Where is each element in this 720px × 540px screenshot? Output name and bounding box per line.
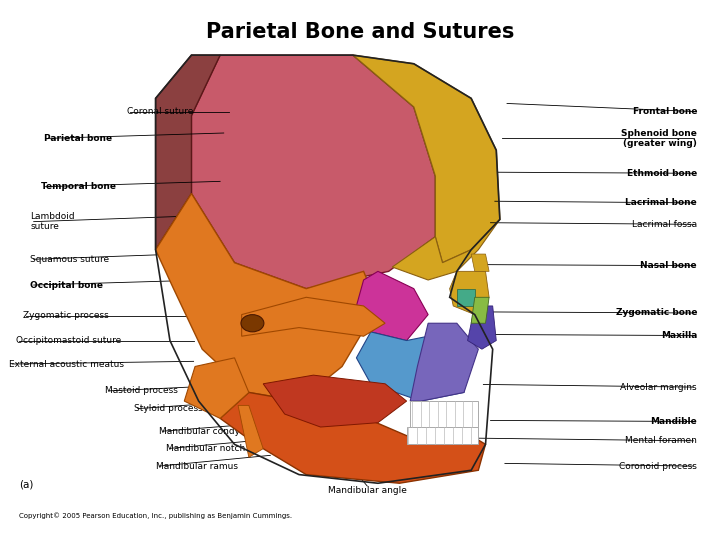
- Text: Zygomatic process: Zygomatic process: [23, 311, 109, 320]
- Text: Maxilla: Maxilla: [661, 331, 697, 340]
- Text: Mandible: Mandible: [650, 417, 697, 426]
- Text: Coronal suture: Coronal suture: [127, 107, 193, 116]
- Polygon shape: [410, 401, 478, 427]
- Text: Frontal bone: Frontal bone: [633, 107, 697, 116]
- Polygon shape: [410, 323, 478, 401]
- Polygon shape: [392, 219, 500, 280]
- Text: Zygomatic bone: Zygomatic bone: [616, 308, 697, 318]
- Circle shape: [241, 315, 264, 332]
- Text: Occipitomastoid suture: Occipitomastoid suture: [16, 336, 121, 346]
- Polygon shape: [450, 271, 489, 315]
- Polygon shape: [407, 427, 478, 444]
- Polygon shape: [353, 55, 500, 262]
- Text: Copyright© 2005 Pearson Education, Inc., publishing as Benjamin Cummings.: Copyright© 2005 Pearson Education, Inc.,…: [19, 512, 292, 519]
- Text: Mastoid process: Mastoid process: [105, 387, 179, 395]
- Text: Temporal bone: Temporal bone: [41, 182, 116, 191]
- Text: Sphenoid bone
(greater wing): Sphenoid bone (greater wing): [621, 129, 697, 148]
- Text: Squamous suture: Squamous suture: [30, 255, 109, 264]
- Text: Parietal bone: Parietal bone: [45, 134, 112, 143]
- Polygon shape: [238, 406, 264, 457]
- Text: Ethmoid bone: Ethmoid bone: [627, 169, 697, 178]
- Text: Styloid process: Styloid process: [134, 404, 203, 413]
- Polygon shape: [467, 306, 496, 349]
- Text: Mandibular condyle: Mandibular condyle: [159, 427, 248, 436]
- Polygon shape: [471, 298, 489, 323]
- Polygon shape: [156, 55, 220, 249]
- Text: Coronoid process: Coronoid process: [619, 462, 697, 470]
- Text: Mandibular notch: Mandibular notch: [166, 444, 246, 453]
- Text: Mandibular ramus: Mandibular ramus: [156, 462, 238, 470]
- Polygon shape: [192, 55, 436, 289]
- Polygon shape: [220, 393, 485, 483]
- Polygon shape: [156, 193, 378, 401]
- Polygon shape: [264, 375, 407, 427]
- Text: Mandibular angle: Mandibular angle: [328, 486, 407, 495]
- Polygon shape: [242, 298, 385, 336]
- Polygon shape: [356, 332, 471, 401]
- Text: External acoustic meatus: External acoustic meatus: [9, 360, 124, 368]
- Text: (a): (a): [19, 480, 34, 490]
- Polygon shape: [356, 271, 428, 341]
- Polygon shape: [184, 358, 249, 419]
- Polygon shape: [471, 254, 489, 271]
- Text: Mental foramen: Mental foramen: [625, 436, 697, 446]
- Text: Parietal Bone and Sutures: Parietal Bone and Sutures: [206, 22, 514, 42]
- Text: Lacrimal fossa: Lacrimal fossa: [632, 220, 697, 229]
- Text: Nasal bone: Nasal bone: [641, 261, 697, 270]
- Text: Lacrimal bone: Lacrimal bone: [626, 198, 697, 207]
- Text: Lambdoid
suture: Lambdoid suture: [30, 212, 75, 231]
- Polygon shape: [456, 289, 474, 306]
- Text: Alveolar margins: Alveolar margins: [621, 383, 697, 391]
- Text: Occipital bone: Occipital bone: [30, 281, 103, 289]
